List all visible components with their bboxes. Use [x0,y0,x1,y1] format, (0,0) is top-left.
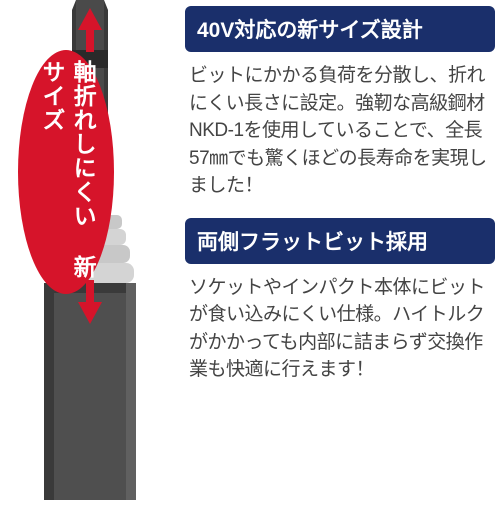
arrow-down-icon [78,280,102,329]
badge-line1: 軸折れしにくい [70,60,96,228]
section-2: 両側フラットビット採用 ソケットやインパクト本体にビットが食い込みにくい仕様。ハ… [185,218,495,384]
section-2-header: 両側フラットビット採用 [185,218,495,264]
badge-text: 軸折れしにくい 新サイズ [36,60,98,285]
section-1: 40V対応の新サイズ設計 ビットにかかる負荷を分散し、折れにくい長さに設定。強靭… [185,6,495,200]
section-1-header: 40V対応の新サイズ設計 [185,6,495,52]
right-text-panel: 40V対応の新サイズ設計 ビットにかかる負荷を分散し、折れにくい長さに設定。強靭… [185,0,495,500]
left-illustration-panel: 軸折れしにくい 新サイズ [0,0,180,500]
section-2-body: ソケットやインパクト本体にビットが食い込みにくい仕様。ハイトルクがかかっても内部… [185,274,495,384]
section-1-body: ビットにかかる負荷を分散し、折れにくい長さに設定。強靭な高級鋼材NKD-1を使用… [185,62,495,200]
